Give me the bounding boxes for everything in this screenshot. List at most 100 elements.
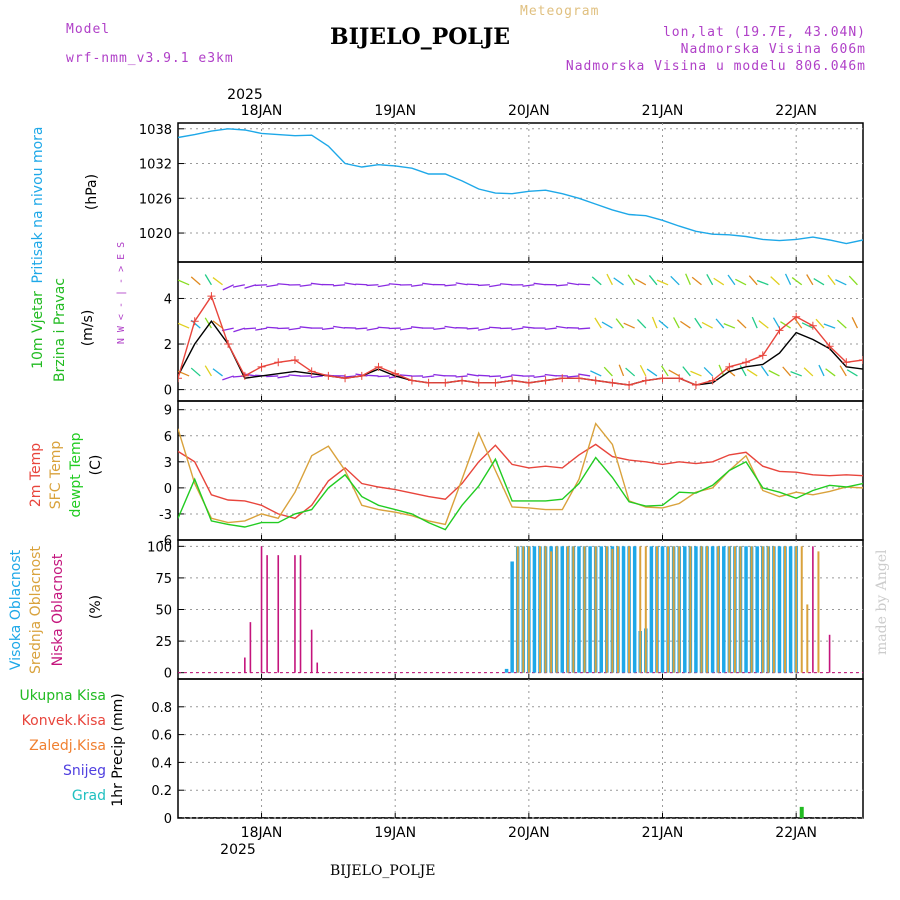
- high-cloud-bar: [683, 546, 687, 673]
- wind-arrow: [682, 366, 691, 377]
- mid-cloud-bar: [555, 546, 558, 673]
- wind-arrow: [212, 368, 223, 377]
- bottom-date-label: 21JAN: [642, 825, 684, 841]
- high-cloud-bar: [510, 561, 514, 673]
- wind-arrow: [634, 278, 647, 286]
- bottom-date-label: 18JAN: [241, 825, 283, 841]
- y-tick-label: 3: [164, 456, 172, 471]
- wind-arrow: [601, 321, 613, 329]
- mid-cloud-bar: [527, 546, 530, 673]
- gust-marker: [608, 378, 617, 387]
- wind-arrow: [212, 320, 223, 329]
- wind-arrow: [725, 367, 736, 377]
- gust-marker: [725, 362, 734, 371]
- mid-cloud-bar: [605, 546, 608, 673]
- mid-cloud-bar: [566, 546, 569, 673]
- panel-series: [178, 546, 863, 674]
- high-cloud-bar: [744, 546, 748, 673]
- wind-arrow: [333, 325, 346, 329]
- wind-arrow: [567, 282, 580, 286]
- model-elevation-text: Nadmorska Visina u modelu 806.046m: [566, 59, 866, 74]
- wind-arrow: [658, 319, 669, 329]
- gust-marker: [474, 378, 483, 387]
- high-cloud-bar: [777, 546, 782, 673]
- mid-cloud-bar: [806, 604, 809, 673]
- low-cloud-bar: [812, 546, 814, 673]
- wind-arrow: [190, 367, 201, 377]
- high-cloud-bar: [710, 546, 715, 673]
- dewpt-label: dewpt Temp: [68, 432, 84, 517]
- wind-arrow: [522, 284, 535, 287]
- wind-arrow: [333, 284, 346, 287]
- wind-arrow: [746, 368, 758, 377]
- mid-cloud-bar: [522, 546, 525, 673]
- series-line-sfc-temp: [178, 422, 863, 526]
- gust-marker: [424, 378, 433, 387]
- wind-arrow: [578, 283, 591, 286]
- bottom-date-ticks: 18JAN19JAN20JAN21JAN22JAN23JAN: [241, 825, 817, 841]
- wind-arrow: [310, 282, 323, 286]
- precip-legend-item: Grad: [72, 788, 106, 804]
- gust-marker: [892, 363, 900, 371]
- wind-arrow: [590, 370, 602, 377]
- wind-arrow: [673, 317, 680, 329]
- wind-arrow: [578, 373, 591, 377]
- sfc-temp-label: SFC Temp: [48, 441, 64, 510]
- wind-arrow: [668, 369, 680, 377]
- wind-arrow: [772, 317, 781, 329]
- wind-arrow: [500, 283, 513, 286]
- panel-frame: [177, 678, 864, 819]
- station-title: BIJELO_POLJE: [330, 24, 510, 50]
- wind-arrow: [656, 279, 669, 286]
- gust-marker: [374, 362, 383, 371]
- mid-cloud-bar: [644, 546, 647, 673]
- gust-marker: [274, 358, 283, 367]
- mid-cloud-bar: [516, 546, 519, 673]
- high-cloud-bar: [755, 546, 759, 673]
- wind-arrow: [355, 283, 368, 286]
- mid-cloud-bar: [667, 546, 670, 673]
- y-tick-label: 100: [147, 540, 172, 555]
- gust-marker: [792, 312, 801, 321]
- top-date-label: 19JAN: [374, 103, 416, 119]
- precip-legend-item: Zaledj.Kisa: [29, 738, 106, 754]
- bottom-date-label: 19JAN: [374, 825, 416, 841]
- gust-marker: [808, 321, 817, 330]
- y-tick-label: 0.6: [151, 729, 172, 744]
- wind-arrow: [784, 273, 792, 286]
- wind-arrow: [606, 273, 613, 286]
- wind-arrow: [770, 276, 780, 286]
- wind-arrow: [266, 326, 279, 329]
- low-cloud-bar: [266, 555, 268, 673]
- wind-arrow: [670, 275, 680, 286]
- wind-arrow: [522, 326, 535, 329]
- gust-marker: [441, 378, 450, 387]
- y-tick-label: 4: [164, 292, 172, 307]
- wind-arrow: [825, 368, 836, 377]
- watermark: made by Angel: [874, 549, 890, 655]
- high-cloud-bar: [621, 546, 626, 673]
- y-tick-label: 25: [155, 635, 172, 650]
- high-cloud-bar: [504, 668, 509, 673]
- mid-cloud-bar: [583, 546, 586, 673]
- temp-unit: (C): [88, 455, 104, 476]
- top-date-label: 22JAN: [775, 103, 817, 119]
- wind-arrow: [782, 366, 792, 377]
- wind-arrow: [637, 318, 647, 329]
- wind-arrow: [222, 375, 234, 381]
- lonlat-text: lon,lat (19.7E, 43.04N): [663, 25, 866, 40]
- wind-arrow: [411, 326, 424, 329]
- wind-arrow: [204, 365, 212, 377]
- wind-arrow: [813, 278, 825, 286]
- panel-series: [178, 806, 863, 818]
- wind-arrow: [266, 284, 279, 288]
- wind-arrow: [839, 365, 847, 377]
- wind-arrow: [533, 282, 546, 286]
- wind-arrow: [846, 369, 858, 377]
- panel-series: [178, 273, 900, 390]
- wind-arrow: [411, 284, 424, 287]
- wind-arrow: [233, 327, 246, 333]
- mid-cloud-bar: [733, 546, 736, 673]
- gust-marker: [324, 371, 333, 380]
- y-tick-label: 0: [164, 384, 172, 399]
